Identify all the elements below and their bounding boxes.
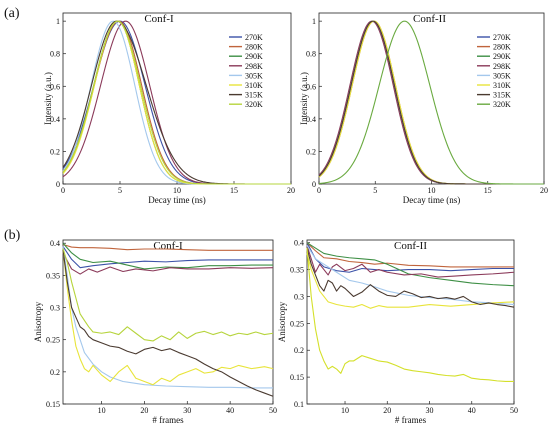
x-tick-label: 20 [287, 186, 295, 195]
y-tick-label: 0.4 [294, 239, 304, 248]
x-tick-label: 10 [341, 406, 349, 415]
series-line-315k [62, 249, 274, 397]
y-tick-label: 0.3 [294, 292, 304, 301]
chart-conf-i-decay: 0 5 10 15 20 0 0.2 0.4 0.6 0.8 1 Decay time (ns) Int… [43, 12, 295, 205]
legend-label: 270K [245, 33, 263, 42]
series-line-320k [62, 248, 274, 342]
y-tick-label: 0 [312, 180, 316, 189]
panel-label-b: (b) [4, 228, 21, 243]
legend-label: 290K [245, 52, 263, 61]
legend-label: 315K [245, 91, 263, 100]
x-tick-label: 10 [98, 406, 106, 415]
x-tick-label: 15 [484, 186, 492, 195]
x-tick-label: 5 [118, 186, 122, 195]
y-tick-label: 0.4 [50, 115, 60, 124]
legend-label: 310K [245, 81, 263, 90]
y-tick-label: 0.1 [294, 400, 304, 409]
x-axis-label: # frames [395, 415, 427, 425]
x-tick-label: 50 [510, 406, 518, 415]
y-tick-label: 1 [56, 17, 60, 26]
x-tick-label: 40 [468, 406, 476, 415]
legend-label: 298K [245, 62, 263, 71]
chart-conf-ii-decay: 0 5 10 15 20 0 0.2 0.4 0.6 0.8 1 Decay time (ns) Int… [299, 12, 548, 205]
y-tick-label: 0.25 [290, 319, 304, 328]
legend-label: 310K [493, 81, 511, 90]
y-tick-label: 0.25 [46, 336, 60, 345]
x-tick-label: 50 [269, 406, 277, 415]
series-line-280k [62, 243, 273, 251]
y-tick-label: 0.2 [50, 147, 60, 156]
series-line-305k [306, 245, 515, 306]
y-axis-label: Intensity (a.u.) [299, 72, 309, 125]
x-tick-label: 20 [540, 186, 548, 195]
y-tick-label: 0.8 [50, 50, 60, 59]
x-tick-label: 5 [373, 186, 377, 195]
x-tick-label: 0 [61, 186, 65, 195]
y-tick-label: 0.3 [50, 304, 60, 313]
series-line-280k [306, 242, 514, 268]
series-line-310k [306, 253, 515, 309]
y-axis-label: Anisotropy [277, 301, 287, 342]
y-tick-label: 0.4 [50, 239, 60, 248]
legend-label: 298K [493, 62, 511, 71]
legend-label: 320K [493, 100, 511, 109]
legend-label: 280K [245, 43, 263, 52]
x-tick-label: 30 [183, 406, 191, 415]
x-tick-label: 10 [173, 186, 181, 195]
series-line-298k [306, 245, 515, 278]
x-tick-label: 30 [426, 406, 434, 415]
y-axis-label: Intensity (a.u.) [43, 72, 53, 125]
series-line-320k [318, 20, 544, 185]
plot-frame [62, 239, 274, 405]
panel-label-a: (a) [4, 6, 20, 21]
y-tick-label: 1 [312, 17, 316, 26]
chart-title: Conf-II [413, 13, 446, 25]
series-line-270k [62, 246, 273, 269]
x-tick-label: 20 [140, 406, 148, 415]
y-tick-label: 0.2 [294, 346, 304, 355]
legend-label: 305K [245, 71, 263, 80]
y-tick-label: 0 [56, 180, 60, 189]
x-tick-label: 0 [317, 186, 321, 195]
series-line-320k [62, 20, 291, 185]
y-axis-label: Anisotropy [33, 301, 43, 342]
x-tick-label: 20 [383, 406, 391, 415]
y-tick-label: 0.8 [306, 50, 316, 59]
series-line-298k [62, 252, 274, 275]
chart-title: Conf-II [394, 240, 427, 252]
plot-frame [306, 239, 515, 405]
series-line-290k [306, 242, 515, 287]
chart-title: Conf-I [144, 13, 174, 25]
chart-conf-ii-anisotropy: 10 20 30 40 50 0.1 0.15 0.2 0.25 0.3 0.35 0.4 # fram… [277, 239, 518, 425]
series-line-305k [62, 246, 273, 389]
legend-label: 305K [493, 71, 511, 80]
legend-label: 270K [493, 33, 511, 42]
x-tick-label: 15 [230, 186, 238, 195]
series-line-320k [306, 248, 514, 382]
y-tick-label: 0.6 [50, 82, 60, 91]
x-axis-label: Decay time (ns) [403, 195, 460, 205]
legend-label: 290K [493, 52, 511, 61]
y-tick-label: 0.15 [46, 400, 60, 409]
series-line-315k [306, 247, 515, 308]
series-line-290k [62, 242, 273, 270]
chart-conf-i-anisotropy: 10 20 30 40 50 0.15 0.2 0.25 0.3 0.35 0.4 # frames A… [33, 239, 277, 425]
x-tick-label: 10 [428, 186, 436, 195]
legend-label: 320K [245, 100, 263, 109]
y-tick-label: 0.4 [306, 115, 316, 124]
y-tick-label: 0.2 [306, 147, 316, 156]
y-tick-label: 0.6 [306, 82, 316, 91]
x-axis-label: Decay time (ns) [148, 195, 205, 205]
legend-label: 315K [493, 91, 511, 100]
x-tick-label: 40 [226, 406, 234, 415]
series-line-310k [62, 249, 274, 386]
legend-label: 280K [493, 43, 511, 52]
x-axis-label: # frames [152, 415, 184, 425]
y-tick-label: 0.2 [50, 368, 60, 377]
y-tick-label: 0.35 [290, 266, 304, 275]
chart-title: Conf-I [153, 240, 183, 252]
y-tick-label: 0.15 [290, 373, 304, 382]
y-tick-label: 0.35 [46, 271, 60, 280]
